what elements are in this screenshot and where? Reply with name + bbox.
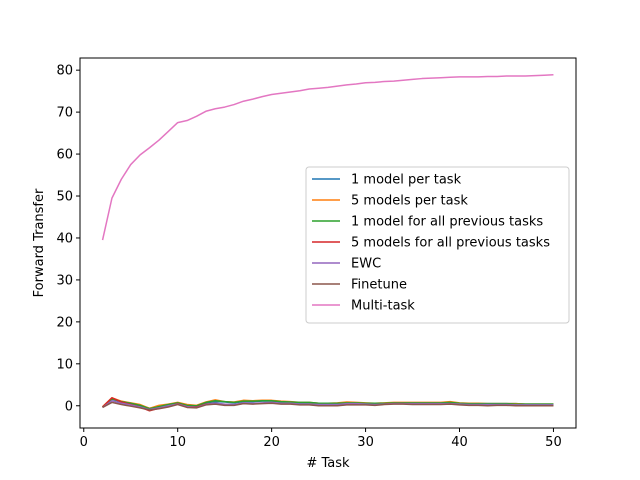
y-tick-label: 60 — [56, 148, 73, 163]
legend-label-2: 1 model for all previous tasks — [351, 215, 543, 230]
y-axis-label: Forward Transfer — [32, 188, 47, 297]
plot-frame — [79, 57, 577, 429]
x-tick-label: 0 — [80, 435, 88, 450]
y-tick-label: 30 — [56, 273, 73, 288]
x-tick-label: 50 — [545, 435, 562, 450]
legend-label-1: 5 models per task — [351, 194, 468, 209]
x-tick-label: 10 — [169, 435, 186, 450]
series-lines — [101, 74, 554, 412]
legend-label-5: Finetune — [351, 278, 407, 293]
y-axis-ticks: 0 10 20 30 40 50 60 70 80 — [56, 64, 80, 414]
y-tick-label: 80 — [56, 64, 73, 79]
x-tick-label: 40 — [451, 435, 468, 450]
x-tick-label: 30 — [357, 435, 374, 450]
y-tick-label: 0 — [65, 399, 73, 414]
y-tick-label: 40 — [56, 231, 73, 246]
series-line-5 — [102, 401, 554, 411]
legend-label-0: 1 model per task — [351, 173, 462, 188]
legend-label-4: EWC — [351, 257, 381, 272]
y-tick-label: 50 — [56, 190, 73, 205]
x-axis-ticks: 0 10 20 30 40 50 — [80, 428, 562, 450]
legend-box — [305, 166, 570, 324]
legend-label-3: 5 models for all previous tasks — [351, 236, 550, 251]
x-tick-label: 20 — [263, 435, 280, 450]
legend-label-6: Multi-task — [351, 299, 415, 314]
y-tick-label: 10 — [56, 357, 73, 372]
y-tick-label: 70 — [56, 106, 73, 121]
series-line-2 — [102, 397, 554, 410]
y-tick-label: 20 — [56, 315, 73, 330]
x-axis-label: # Task — [306, 456, 350, 471]
legend: 1 model per task 5 models per task 1 model… — [305, 166, 570, 324]
series-line-6 — [101, 74, 554, 241]
